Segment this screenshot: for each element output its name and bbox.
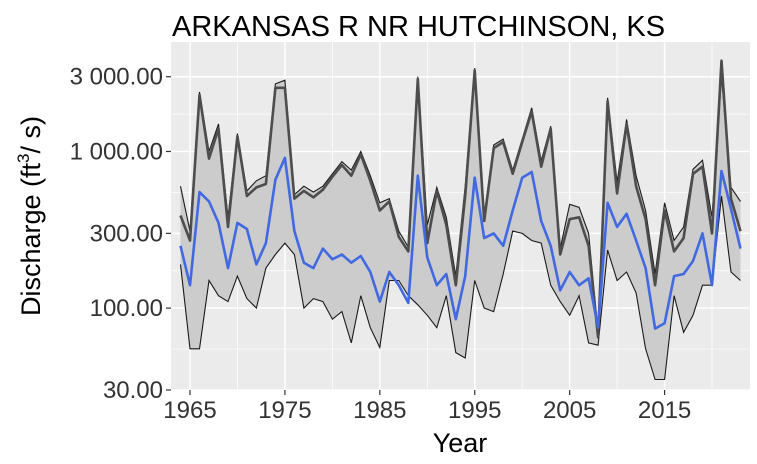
series-line-lower-bound xyxy=(179,195,741,381)
x-tick-label: 1985 xyxy=(353,397,406,424)
y-tick-label: 3 000.00 xyxy=(70,64,163,91)
y-tick-label: 30.00 xyxy=(103,377,163,404)
x-tick-label: 1975 xyxy=(258,397,311,424)
y-tick-label: 100.00 xyxy=(90,295,163,322)
y-tick-label: 300.00 xyxy=(90,220,163,247)
y-axis-title-main: Discharge (ft xyxy=(16,162,46,316)
x-tick-label: 1995 xyxy=(448,397,501,424)
y-axis-title-superscript: 3 xyxy=(14,153,33,162)
y-axis: 30.00 100.00 300.00 1 000.00 3 000.00 xyxy=(70,64,171,404)
y-axis-title: Discharge (ft3/ s) xyxy=(14,116,46,316)
x-axis: 1965 1975 1985 1995 2005 2015 xyxy=(163,390,691,424)
y-axis-title-tail: / s) xyxy=(16,116,46,154)
x-tick-label: 1965 xyxy=(163,397,216,424)
x-tick-label: 2005 xyxy=(543,397,596,424)
chart-title: ARKANSAS R NR HUTCHINSON, KS xyxy=(172,11,665,43)
y-tick-label: 1 000.00 xyxy=(70,138,163,165)
x-tick-label: 2015 xyxy=(638,397,691,424)
data-layer xyxy=(179,59,742,381)
series-line-median xyxy=(179,156,742,330)
x-axis-title: Year xyxy=(433,428,488,458)
series-line-observed xyxy=(179,59,742,339)
